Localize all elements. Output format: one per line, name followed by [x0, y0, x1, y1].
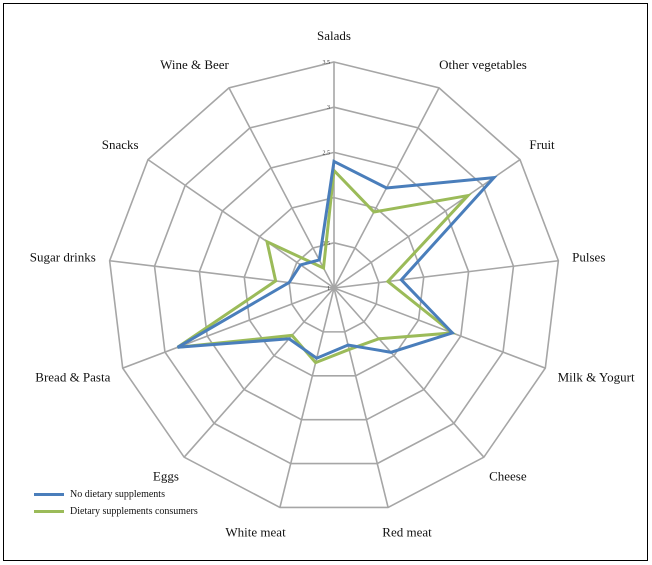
- grid-spoke-8: [183, 287, 335, 458]
- legend-label-1: Dietary supplements consumers: [70, 506, 198, 517]
- category-label-11: Snacks: [102, 137, 139, 152]
- tick-label-4: 3: [327, 105, 330, 111]
- category-label-0: Salads: [317, 28, 351, 43]
- grid-ring-2: [198, 151, 470, 421]
- grid-spoke-4: [333, 287, 546, 369]
- legend-swatch-0: [34, 493, 64, 496]
- grid-spoke-9: [122, 287, 335, 369]
- grid-spoke-6: [333, 287, 389, 508]
- grid-spoke-7: [279, 287, 335, 508]
- category-label-5: Cheese: [489, 469, 527, 484]
- category-label-8: Eggs: [153, 469, 179, 484]
- legend: No dietary supplements Dietary supplemen…: [34, 486, 198, 520]
- grid-ring-3: [153, 106, 515, 465]
- series-lines: [176, 159, 498, 365]
- series-line-1: [176, 167, 473, 365]
- tick-label-3: 2.5: [323, 150, 331, 156]
- grid-spoke-10: [109, 259, 335, 289]
- grid-ring-1: [243, 196, 425, 377]
- legend-item-1: Dietary supplements consumers: [34, 503, 198, 520]
- chart-frame: 1 1.5 2 2.5 3 3.5 Salads Other vegetables Fruit…: [3, 3, 648, 561]
- category-label-7: White meat: [225, 525, 286, 540]
- category-label-1: Other vegetables: [439, 57, 527, 72]
- grid-ring-0: [288, 241, 380, 333]
- legend-swatch-1: [34, 510, 64, 513]
- category-label-9: Bread & Pasta: [35, 369, 110, 384]
- grid-spoke-3: [333, 259, 559, 289]
- category-label-2: Fruit: [529, 137, 555, 152]
- series-line-0: [176, 159, 498, 360]
- legend-label-0: No dietary supplements: [70, 489, 165, 500]
- tick-label-0: 1: [327, 286, 330, 292]
- tick-label-5: 3.5: [323, 60, 331, 66]
- category-label-10: Sugar drinks: [30, 250, 96, 265]
- grid-spoke-12: [228, 87, 335, 289]
- grid-spoke-5: [333, 287, 485, 458]
- legend-item-0: No dietary supplements: [34, 486, 198, 503]
- category-label-6: Red meat: [382, 525, 432, 540]
- grid: [108, 61, 560, 509]
- category-labels: Salads Other vegetables Fruit Pulses Milk & …: [30, 28, 635, 540]
- category-label-4: Milk & Yogurt: [558, 369, 635, 384]
- category-label-3: Pulses: [572, 250, 605, 265]
- grid-ring-4: [108, 61, 560, 509]
- grid-spoke-11: [147, 158, 335, 289]
- category-label-12: Wine & Beer: [160, 57, 229, 72]
